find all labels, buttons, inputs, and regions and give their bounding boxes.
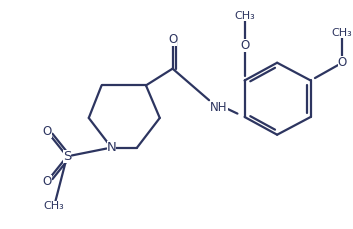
Text: NH: NH [210,101,228,114]
Text: CH₃: CH₃ [44,201,65,211]
Text: O: O [240,39,249,52]
Text: CH₃: CH₃ [332,28,353,38]
Text: CH₃: CH₃ [234,11,255,21]
Text: N: N [107,141,116,154]
Text: O: O [168,33,177,46]
Text: O: O [43,125,52,138]
Text: O: O [337,56,347,69]
Text: S: S [63,150,71,163]
Text: O: O [43,174,52,188]
